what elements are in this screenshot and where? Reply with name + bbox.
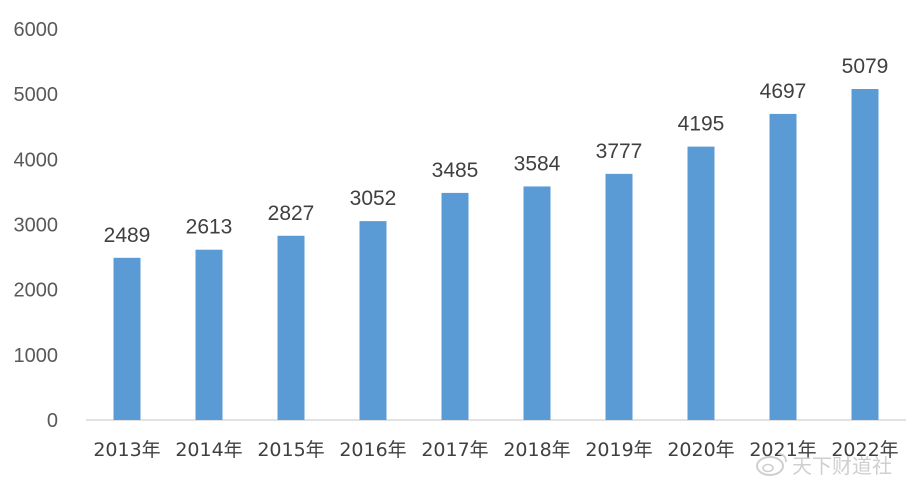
bar <box>687 146 715 420</box>
x-axis-ticks: 2013年 2014年 2015年 2016年 2017年 2018年 2019年 2020年… <box>93 439 898 461</box>
y-tick-label: 3000 <box>14 215 59 237</box>
x-tick-label: 2016年 <box>339 439 406 461</box>
x-tick-label: 2022年 <box>831 439 898 461</box>
watermark: 天下财道社 <box>756 453 892 478</box>
data-label: 3052 <box>350 187 397 210</box>
bar <box>441 192 469 420</box>
bar <box>851 89 879 421</box>
watermark-text: 天下财道社 <box>792 454 892 478</box>
x-tick-label: 2014年 <box>175 439 242 461</box>
x-tick-label: 2018年 <box>503 439 570 461</box>
data-label: 5079 <box>842 55 889 78</box>
weibo-icon <box>756 453 787 476</box>
x-tick-label: 2019年 <box>585 439 652 461</box>
bar <box>359 221 387 420</box>
y-tick-label: 2000 <box>14 280 59 302</box>
x-tick-label: 2015年 <box>257 439 324 461</box>
bar <box>605 173 633 420</box>
y-tick-label: 6000 <box>14 19 59 41</box>
bar <box>195 249 223 420</box>
data-label: 3485 <box>432 159 479 182</box>
data-label: 4195 <box>678 113 725 136</box>
bar <box>523 186 551 420</box>
data-labels: 2489 2613 2827 3052 3485 3584 3777 4195 4697 5079 <box>104 55 889 247</box>
data-label: 2489 <box>104 224 151 247</box>
bars <box>113 89 879 421</box>
data-label: 3777 <box>596 140 643 163</box>
y-tick-label: 4000 <box>14 149 59 171</box>
y-tick-label: 1000 <box>14 345 59 367</box>
bar <box>769 113 797 420</box>
data-label: 4697 <box>760 80 807 103</box>
y-tick-label: 5000 <box>14 84 59 106</box>
data-label: 3584 <box>514 152 561 175</box>
x-tick-label: 2017年 <box>421 439 488 461</box>
y-tick-label: 0 <box>47 410 58 432</box>
data-label: 2613 <box>186 216 233 239</box>
bar <box>113 257 141 420</box>
x-tick-label: 2013年 <box>93 439 160 461</box>
x-tick-label: 2020年 <box>667 439 734 461</box>
x-tick-label: 2021年 <box>749 439 816 461</box>
y-axis-ticks: 0 1000 2000 3000 4000 5000 6000 <box>14 19 59 432</box>
data-label: 2827 <box>268 202 315 225</box>
bar <box>277 235 305 420</box>
